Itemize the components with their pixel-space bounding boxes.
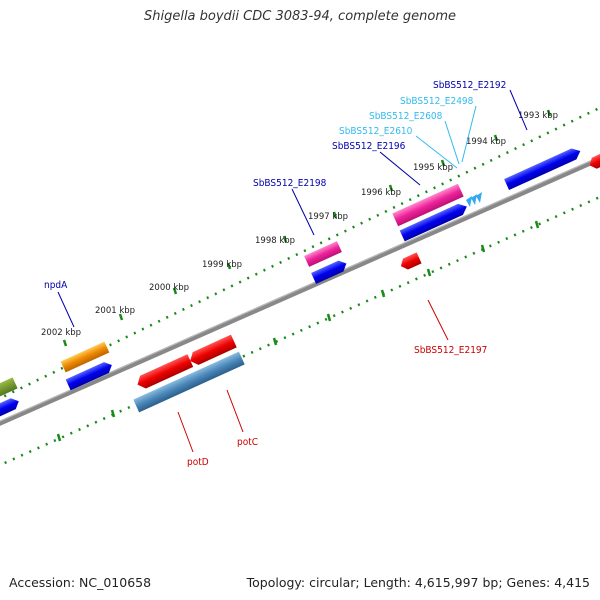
gene-blue[interactable] bbox=[311, 258, 349, 284]
gene-olive[interactable] bbox=[0, 377, 18, 401]
leader-line bbox=[226, 389, 244, 433]
lower-scale-track bbox=[0, 195, 600, 467]
gene-potD[interactable] bbox=[133, 351, 245, 413]
gene-label[interactable]: SbBS512_E2198 bbox=[253, 178, 327, 189]
leader-line bbox=[415, 135, 458, 169]
scale-label: 2001 kbp bbox=[95, 306, 135, 316]
scale-label: 2000 kbp bbox=[149, 283, 189, 293]
leader-line bbox=[427, 299, 449, 341]
gene-label[interactable]: SbBS512_E2498 bbox=[400, 96, 474, 107]
gene-label[interactable]: SbBS512_E2192 bbox=[433, 80, 506, 91]
gene-blue[interactable] bbox=[0, 396, 21, 425]
gene-red[interactable] bbox=[187, 334, 237, 368]
gene-SbBS512_E2197[interactable] bbox=[398, 252, 422, 271]
gene-label[interactable]: SbBS512_E2608 bbox=[369, 111, 443, 122]
scale-label: 1994 kbp bbox=[466, 137, 506, 147]
scale-label: 1999 kbp bbox=[202, 260, 242, 270]
map-title: Shigella boydii CDC 3083-94, complete ge… bbox=[143, 9, 457, 24]
gene-blue[interactable] bbox=[399, 201, 470, 242]
scale-label: 2002 kbp bbox=[41, 328, 81, 338]
gene-label[interactable]: SbBS512_E2610 bbox=[339, 126, 413, 137]
scale-label: 1995 kbp bbox=[413, 163, 453, 173]
genome-summary-text: Topology: circular; Length: 4,615,997 bp… bbox=[246, 575, 590, 590]
accession-text: Accession: NC_010658 bbox=[9, 575, 152, 590]
scale-label: 1997 kbp bbox=[308, 212, 348, 222]
gene-red-edge[interactable] bbox=[587, 152, 600, 170]
gene-potC-red[interactable] bbox=[135, 354, 194, 391]
gene-label[interactable]: SbBS512_E2196 bbox=[332, 141, 406, 152]
gene-label[interactable]: npdA bbox=[44, 280, 68, 291]
gene-SbBS512_E2198[interactable] bbox=[304, 241, 342, 267]
scale-label: 1998 kbp bbox=[255, 236, 295, 246]
gene-label[interactable]: potC bbox=[237, 437, 258, 448]
gene-blue[interactable] bbox=[65, 360, 115, 391]
genome-backbone bbox=[0, 156, 600, 426]
gene-label[interactable]: potD bbox=[187, 457, 209, 468]
leader-line bbox=[444, 120, 460, 165]
leader-line bbox=[379, 151, 421, 186]
leader-line bbox=[509, 89, 528, 131]
upper-major-ticks bbox=[62, 109, 552, 347]
leader-line bbox=[461, 105, 477, 163]
gene-SbBS512_E2192[interactable] bbox=[504, 146, 583, 191]
upper-scale-track bbox=[0, 106, 600, 400]
gene-npdA[interactable] bbox=[60, 341, 110, 373]
leader-line bbox=[57, 291, 75, 328]
leader-line bbox=[177, 411, 194, 453]
gene-SbBS512_E2196[interactable] bbox=[392, 183, 464, 227]
scale-label: 1996 kbp bbox=[361, 188, 401, 198]
gene-label[interactable]: SbBS512_E2197 bbox=[414, 345, 487, 356]
gene-cyan-chevrons[interactable] bbox=[466, 192, 482, 207]
leader-line bbox=[291, 188, 315, 236]
scale-label: 1993 kbp bbox=[518, 111, 558, 121]
